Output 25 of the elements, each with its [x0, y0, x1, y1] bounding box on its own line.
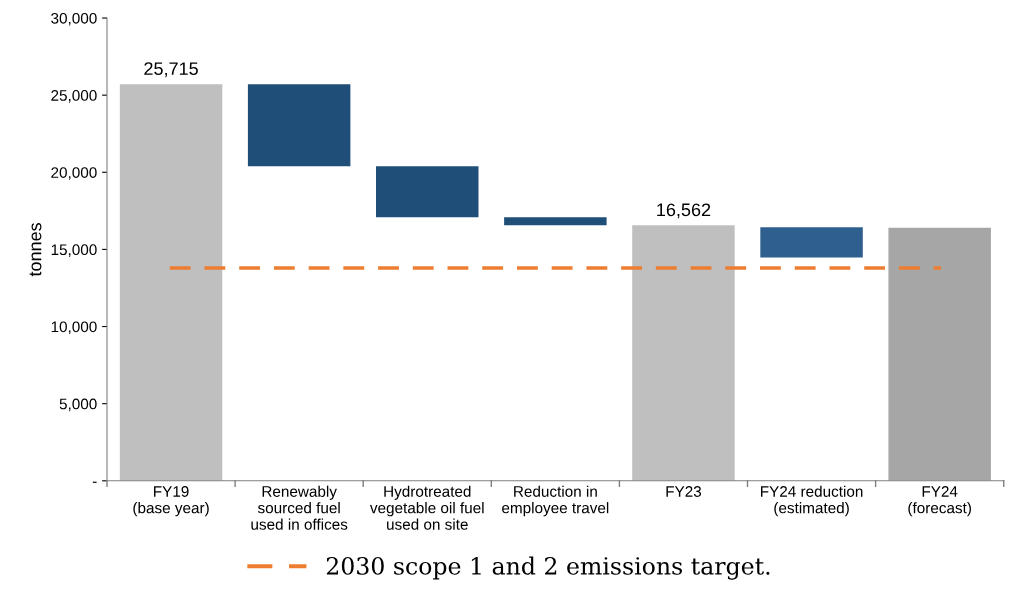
- x-tick-label: FY19 (base year): [133, 486, 209, 517]
- data-label: 16,562: [657, 203, 711, 219]
- x-tick-label: FY23: [666, 486, 702, 497]
- bar: [247, 84, 351, 167]
- y-axis-title: tonnes: [29, 222, 42, 277]
- y-tick-label: 15,000: [51, 244, 97, 257]
- y-tick-label: 10,000: [51, 321, 97, 335]
- bar: [760, 227, 863, 258]
- y-tick-label: 20,000: [51, 167, 97, 180]
- x-tick-label: Reduction in employee travel: [502, 485, 609, 517]
- y-tick-label: 30,000: [51, 12, 97, 26]
- bar: [504, 217, 607, 226]
- x-tick-label: Hydrotreated vegetable oil fuel used on site: [369, 485, 484, 530]
- bar: [119, 84, 223, 481]
- y-tick-label: 5,000: [59, 398, 97, 412]
- bar: [632, 225, 735, 481]
- y-tick-label: -: [92, 481, 97, 483]
- x-tick-label: FY24 (forecast): [908, 486, 971, 517]
- data-label: 25,715: [144, 62, 198, 78]
- legend-label: 2030 scope 1 and 2 emissions target.: [326, 556, 770, 580]
- bar: [888, 227, 991, 481]
- x-tick-label: Renewably sourced fuel used in offices: [251, 485, 348, 530]
- x-tick-label: FY24 reduction (estimated): [761, 485, 863, 517]
- y-tick-label: 25,000: [51, 90, 97, 103]
- bar: [376, 166, 479, 218]
